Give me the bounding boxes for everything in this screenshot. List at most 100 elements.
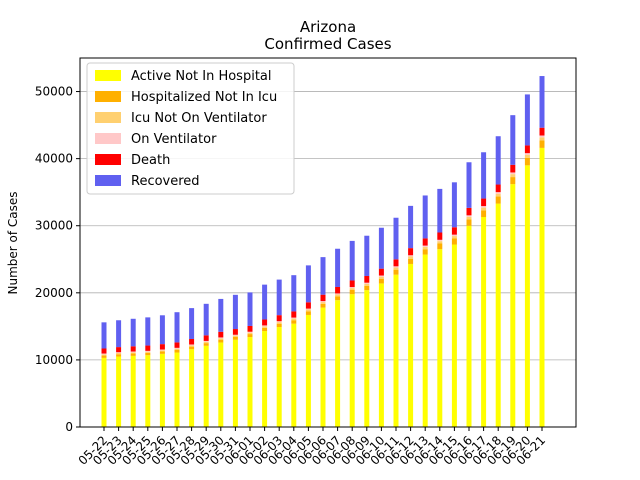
bar-segment	[451, 236, 457, 239]
bar-segment	[291, 317, 297, 319]
bar-segment	[232, 339, 238, 427]
bar-segment	[335, 293, 341, 295]
bar-segment	[320, 301, 326, 303]
bar-segment	[145, 317, 151, 346]
y-tick-label: 40000	[35, 152, 73, 166]
bar-segment	[320, 302, 326, 304]
legend-swatch	[95, 70, 121, 81]
y-tick-label: 50000	[35, 85, 73, 99]
bar-segment	[364, 283, 370, 286]
bar-segment	[349, 240, 355, 281]
bar-segment	[524, 145, 530, 154]
bar-segment	[481, 217, 487, 427]
bar-segment	[320, 257, 326, 295]
bar-segment	[203, 343, 209, 346]
legend-label: Active Not In Hospital	[131, 69, 272, 84]
legend-label: Recovered	[131, 174, 200, 189]
bar-segment	[130, 352, 136, 354]
bar-segment	[116, 354, 122, 357]
bar-segment	[174, 348, 180, 350]
bar-segment	[422, 238, 428, 246]
bar-segment	[130, 355, 136, 427]
bar-segment	[349, 287, 355, 289]
y-tick-label: 20000	[35, 286, 73, 300]
bar-segment	[408, 263, 414, 427]
y-tick-label: 30000	[35, 219, 73, 233]
bar-segment	[159, 350, 165, 352]
bar-segment	[466, 207, 472, 216]
bar-segment	[130, 346, 136, 352]
bar-segment	[101, 322, 107, 349]
bar-segment	[174, 352, 180, 427]
bar-segment	[305, 311, 311, 315]
bar-segment	[408, 256, 414, 259]
bar-segment	[422, 245, 428, 247]
bar-segment	[101, 357, 107, 427]
bar-segment	[247, 334, 253, 338]
bar-segment	[276, 322, 282, 324]
bar-segment	[320, 294, 326, 302]
bar-segment	[189, 338, 195, 345]
bar-segment	[364, 275, 370, 283]
bar-segment	[262, 284, 268, 320]
bar-segment	[437, 249, 443, 427]
bar-segment	[481, 206, 487, 208]
bar-segment	[101, 354, 107, 356]
bar-segment	[495, 192, 501, 194]
plot-frame	[79, 57, 577, 428]
bar-segment	[524, 94, 530, 146]
bar-segment	[101, 348, 107, 354]
bar-segment	[378, 275, 384, 277]
bar-segment	[262, 331, 268, 427]
bar-segment	[291, 323, 297, 427]
bar-segment	[378, 227, 384, 269]
bar-segment	[232, 335, 238, 337]
bar-segment	[451, 182, 457, 228]
bar-segment	[524, 153, 530, 155]
bar-segment	[451, 244, 457, 427]
bar-segment	[524, 165, 530, 427]
bar-segment	[422, 195, 428, 239]
bar-segment	[305, 302, 311, 309]
bar-segment	[218, 342, 224, 427]
bar-segment	[495, 136, 501, 185]
legend-swatch	[95, 112, 121, 123]
bar-segment	[116, 356, 122, 427]
bar-segment	[218, 338, 224, 340]
bar-segment	[218, 331, 224, 338]
bar-segment	[466, 225, 472, 427]
bar-segment	[174, 342, 180, 348]
bar-segment	[247, 337, 253, 427]
bar-segment	[466, 216, 472, 220]
bar-segment	[349, 294, 355, 427]
bars	[101, 76, 545, 427]
bar-segment	[422, 254, 428, 427]
chart-title: Arizona	[300, 18, 356, 36]
bar-segment	[364, 282, 370, 284]
bar-segment	[276, 321, 282, 323]
bar-segment	[262, 319, 268, 326]
bar-segment	[510, 177, 516, 185]
bar-segment	[189, 349, 195, 427]
bar-segment	[291, 275, 297, 312]
bar-segment	[422, 249, 428, 255]
bar-segment	[247, 292, 253, 326]
bar-segment	[451, 234, 457, 237]
bar-segment	[335, 248, 341, 287]
bar-segment	[393, 217, 399, 260]
bar-segment	[408, 258, 414, 264]
bar-segment	[159, 344, 165, 350]
bar-segment	[481, 198, 487, 207]
bar-segment	[262, 325, 268, 327]
bar-segment	[130, 353, 136, 356]
bar-segment	[539, 147, 545, 427]
bar-segment	[510, 164, 516, 173]
y-axis: 0 10000 20000 30000 40000 50000	[35, 85, 80, 434]
bar-segment	[364, 290, 370, 427]
bar-segment	[437, 239, 443, 242]
y-tick-label: 10000	[35, 353, 73, 367]
bar-segment	[218, 337, 224, 339]
y-tick-label: 0	[65, 420, 73, 434]
bar-segment	[247, 325, 253, 332]
